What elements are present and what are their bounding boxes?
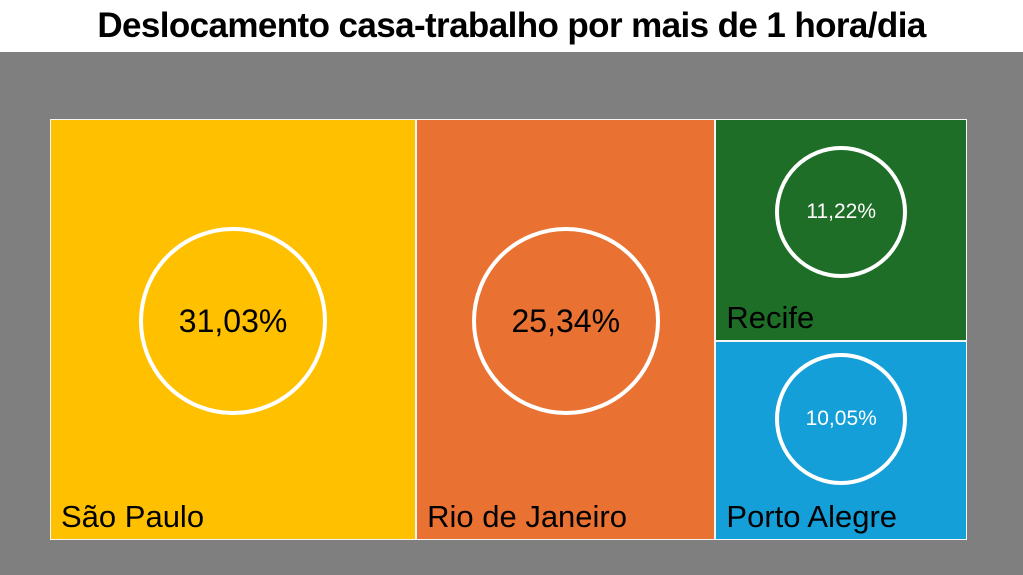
category-label-recife: Recife — [726, 299, 815, 335]
value-circle: 25,34% — [471, 227, 660, 416]
treemap: 31,03% São Paulo 25,34% Rio de Janeiro 1… — [50, 119, 967, 540]
treemap-tile-sao-paulo[interactable]: 31,03% São Paulo — [51, 120, 416, 539]
value-circle: 31,03% — [139, 227, 328, 416]
category-label-sao-paulo: São Paulo — [61, 499, 205, 534]
treemap-tile-recife[interactable]: 11,22% Recife — [716, 120, 966, 340]
plot-area: 31,03% São Paulo 25,34% Rio de Janeiro 1… — [0, 52, 1023, 575]
title-bar: Deslocamento casa-trabalho por mais de 1… — [0, 0, 1023, 52]
category-label-porto-alegre: Porto Alegre — [726, 499, 898, 534]
chart-title: Deslocamento casa-trabalho por mais de 1… — [97, 6, 926, 45]
value-label: 25,34% — [511, 302, 621, 339]
treemap-right-column: 11,22% Recife 10,05% Porto Alegre — [716, 120, 966, 539]
treemap-tile-porto-alegre[interactable]: 10,05% Porto Alegre — [716, 341, 966, 539]
value-label: 31,03% — [178, 302, 288, 339]
category-label-rio-de-janeiro: Rio de Janeiro — [427, 499, 627, 534]
value-label: 11,22% — [806, 200, 877, 224]
value-circle: 10,05% — [775, 352, 908, 485]
treemap-tile-rio-de-janeiro[interactable]: 25,34% Rio de Janeiro — [417, 120, 715, 539]
value-circle: 11,22% — [775, 146, 908, 279]
value-label: 10,05% — [805, 406, 877, 430]
